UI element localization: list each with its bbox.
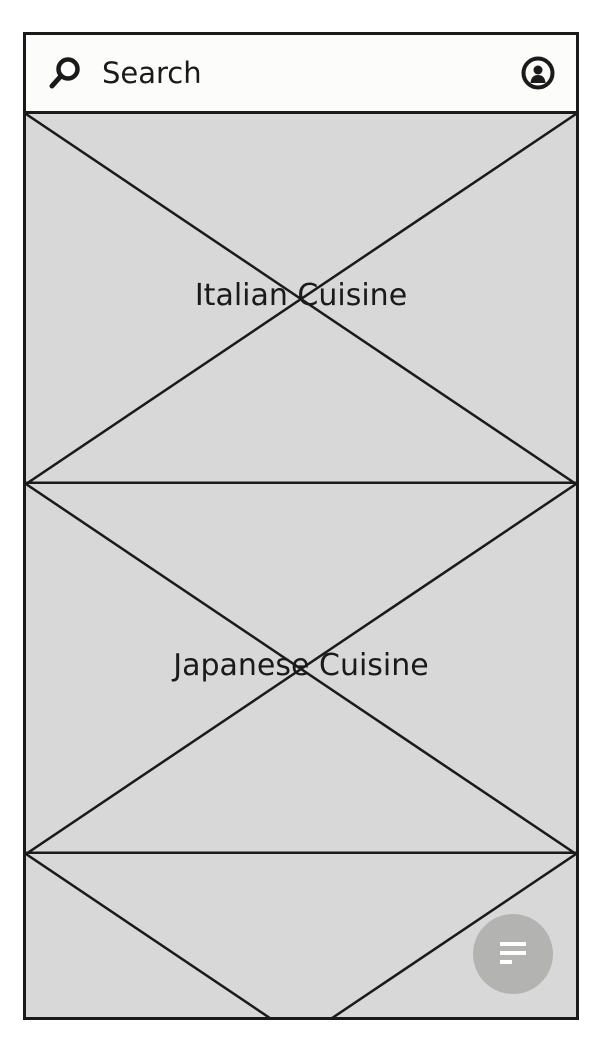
search-label: Search [102,35,202,111]
category-card-japanese[interactable]: Japanese Cuisine [26,484,576,854]
search-icon [47,55,83,91]
profile-icon[interactable] [520,55,556,91]
search-bar[interactable]: Search [26,35,576,114]
filter-button[interactable] [473,914,553,994]
image-placeholder [26,114,576,484]
phone-frame: Search Italian Cuisine Japanese Cuisine [23,32,579,1020]
filter-icon [473,914,553,994]
category-card-italian[interactable]: Italian Cuisine [26,114,576,484]
image-placeholder [26,484,576,854]
